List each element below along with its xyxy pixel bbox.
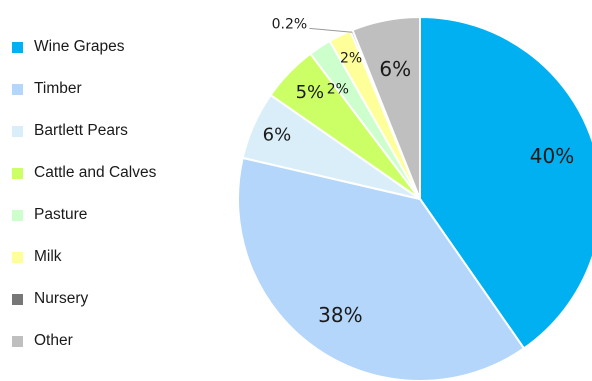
legend-swatch xyxy=(12,209,23,221)
legend-label: Milk xyxy=(34,248,62,265)
legend-label: Timber xyxy=(34,80,82,97)
legend-swatch xyxy=(12,167,23,179)
legend-item-wine-grapes: Wine Grapes xyxy=(12,26,156,68)
data-labels: 40%38%6%5% 2%2%0.2%6% xyxy=(263,16,575,327)
pie-slice-wine-grapes xyxy=(419,15,592,350)
legend-label: Pasture xyxy=(34,206,88,223)
legend-item-nursery: Nursery xyxy=(12,278,156,320)
legend-swatch xyxy=(12,41,23,53)
legend-item-cattle-and-calves: Cattle and Calves xyxy=(12,152,156,194)
legend-item-milk: Milk xyxy=(12,236,156,278)
legend-swatch xyxy=(12,125,23,137)
pie-slices xyxy=(237,15,592,381)
data-label-timber: 38% xyxy=(318,303,362,327)
leader-line-nursery xyxy=(309,27,353,33)
legend-item-timber: Timber xyxy=(12,68,156,110)
data-label-wine-grapes: 40% xyxy=(530,144,574,168)
legend-label: Bartlett Pears xyxy=(34,122,128,139)
legend-swatch xyxy=(12,293,23,305)
legend-swatch xyxy=(12,83,23,95)
data-label-nursery: 0.2% xyxy=(272,16,308,32)
legend-item-bartlett-pears: Bartlett Pears xyxy=(12,110,156,152)
data-label-other: 6% xyxy=(379,57,411,81)
pie-slice-timber xyxy=(237,156,526,381)
legend-swatch xyxy=(12,335,23,347)
data-label-milk: 2% xyxy=(340,50,362,66)
legend-swatch xyxy=(12,251,23,263)
data-label-bartlett-pears: 6% xyxy=(263,124,292,145)
data-label-pasture: 2% xyxy=(327,82,349,98)
legend-label: Wine Grapes xyxy=(34,38,125,55)
data-label-cattle-and-calves: 5% xyxy=(296,82,325,103)
legend-item-pasture: Pasture xyxy=(12,194,156,236)
legend-item-other: Other xyxy=(12,320,156,362)
legend-label: Cattle and Calves xyxy=(34,164,157,181)
legend-label: Other xyxy=(34,332,73,349)
legend-label: Nursery xyxy=(34,290,89,307)
pie-slice-other xyxy=(351,15,421,200)
leader-lines xyxy=(309,27,353,33)
legend: Wine Grapes Timber Bartlett Pears Cattle… xyxy=(12,26,156,362)
